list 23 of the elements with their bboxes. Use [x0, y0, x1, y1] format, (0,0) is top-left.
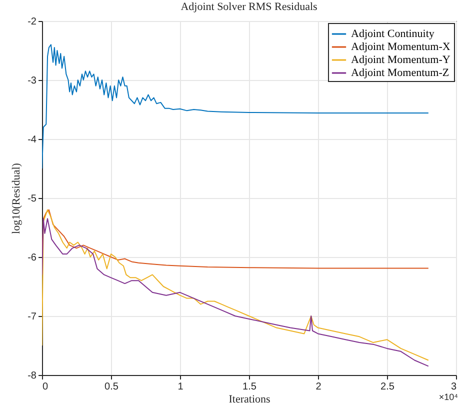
- legend-label: Adjoint Continuity: [351, 28, 435, 40]
- chart-title: Adjoint Solver RMS Residuals: [180, 1, 318, 13]
- legend-label: Adjoint Momentum-Z: [351, 67, 450, 79]
- y-tick-label: -8: [28, 370, 37, 382]
- x-tick-label: 2: [316, 382, 322, 392]
- legend-label: Adjoint Momentum-X: [351, 41, 450, 53]
- x-tick-label: 0: [42, 382, 48, 392]
- y-tick-label: -6: [28, 252, 37, 264]
- y-tick-label: -4: [28, 134, 37, 146]
- y-tick-label: -5: [28, 194, 37, 204]
- y-tick-label: -3: [28, 76, 37, 86]
- y-tick-label: -7: [28, 312, 37, 322]
- y-tick-label: -2: [28, 16, 37, 28]
- x-tick-label: 3: [450, 382, 457, 392]
- x-tick-label: 0.5: [104, 382, 119, 392]
- y-axis-title: log10(Residual): [10, 162, 23, 234]
- legend-label: Adjoint Momentum-Y: [351, 54, 450, 66]
- text: ×10⁴: [438, 392, 458, 402]
- line-series: [42, 209, 429, 269]
- x-tick-label: 1: [178, 382, 184, 392]
- x-tick-label: 2.5: [380, 382, 395, 392]
- x-axis-title: Iterations: [228, 394, 270, 406]
- x-tick-label: 1.5: [242, 382, 257, 392]
